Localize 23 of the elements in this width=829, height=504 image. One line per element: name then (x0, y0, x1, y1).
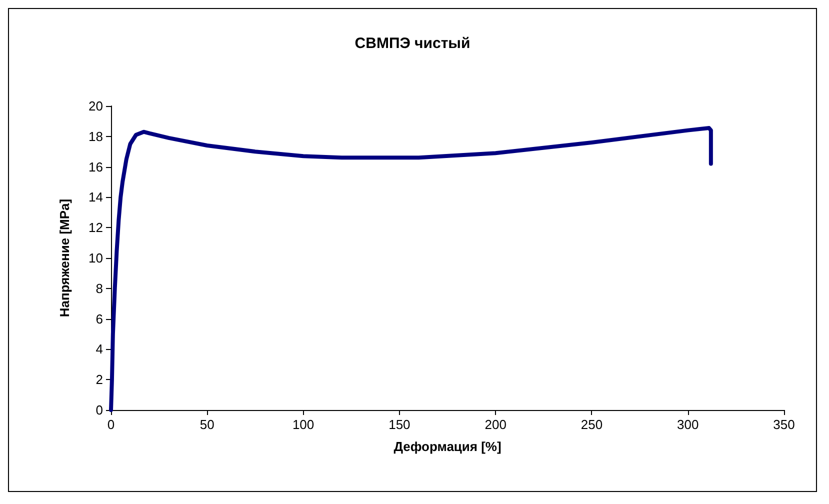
x-tick-label: 250 (580, 417, 603, 432)
x-axis-title: Деформация [%] (394, 439, 502, 454)
x-tick-label: 150 (388, 417, 410, 432)
y-tick-label: 20 (88, 98, 103, 114)
y-tick-label: 18 (88, 128, 103, 144)
x-tick-label: 350 (773, 417, 795, 432)
y-tick-label: 10 (88, 250, 103, 266)
chart-title: СВМПЭ чистый (354, 35, 470, 52)
y-tick-label: 16 (88, 159, 103, 174)
x-tick-label: 300 (677, 417, 699, 432)
y-tick-label: 0 (96, 402, 103, 418)
y-tick-label: 12 (88, 220, 103, 236)
y-tick-label: 14 (88, 190, 103, 205)
x-tick-label: 100 (292, 417, 314, 432)
y-tick-label: 4 (96, 342, 103, 357)
x-tick-label: 200 (484, 417, 506, 432)
x-tick-label: 50 (200, 417, 214, 432)
y-tick-label: 8 (96, 280, 103, 296)
y-tick-label: 2 (96, 372, 103, 388)
y-tick-label: 6 (96, 311, 103, 326)
line-series (109, 126, 713, 412)
y-axis-title: Напряжение [MPa] (57, 198, 72, 318)
x-tick-label: 0 (107, 417, 115, 432)
